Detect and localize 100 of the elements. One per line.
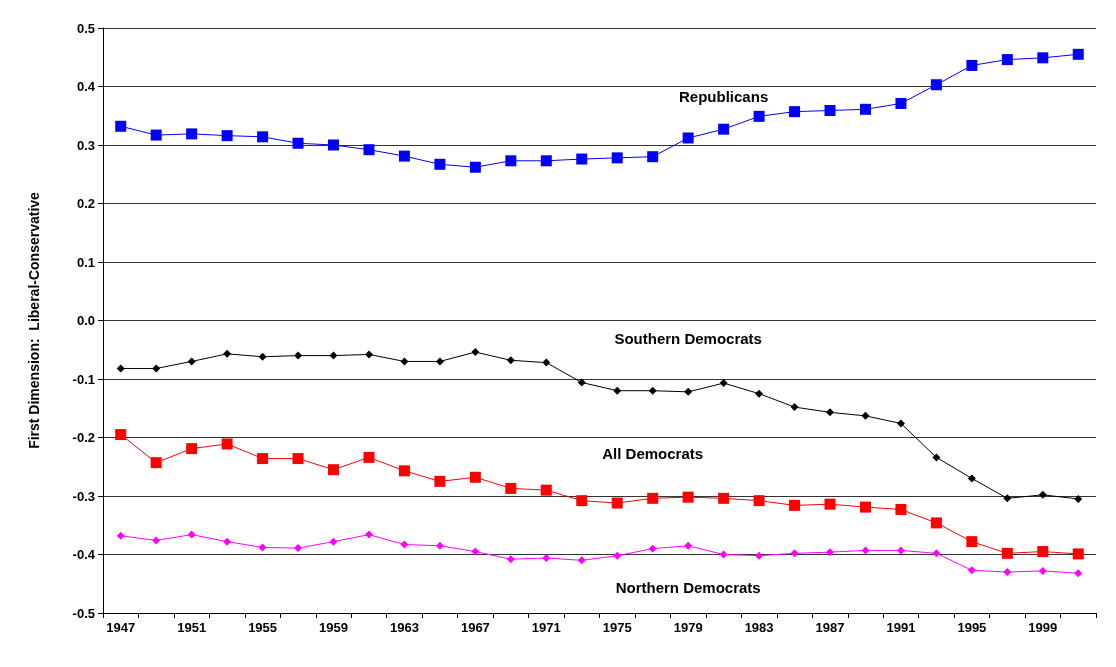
point [187,357,196,366]
x-tick-label: 1951 [177,620,207,635]
point [506,356,515,365]
y-tick-label: -0.4 [72,547,96,562]
point [363,144,375,156]
point [434,158,446,170]
point [398,150,410,162]
text: Southern Democrats [614,329,762,347]
point [150,129,162,141]
x-tick-label: 1967 [460,620,490,635]
point [647,151,659,163]
point [718,123,730,135]
point [790,403,799,412]
point [648,544,657,553]
point [506,555,515,564]
point [1038,566,1047,575]
point [257,453,269,465]
point [363,451,375,463]
point [789,106,801,118]
x-tick-label: 1979 [673,620,703,635]
point [684,387,693,396]
point [577,556,586,565]
point [400,357,409,366]
point [505,155,517,167]
y-tick-label: 0.3 [76,137,95,153]
point [932,453,941,462]
point [1072,548,1084,560]
x-tick-label: 1955 [248,620,278,635]
point [648,386,657,395]
point [152,364,161,373]
point [435,541,444,550]
point [257,131,269,143]
point [826,548,835,557]
point [150,457,162,469]
point [826,408,835,417]
point [364,350,373,359]
point [682,132,694,144]
point [1038,490,1047,499]
point [930,517,942,529]
point [719,550,728,559]
x-tick-label: 1947 [106,620,136,635]
y-tick-label: 0.5 [76,20,95,36]
point [471,547,480,556]
point [753,495,765,507]
point [932,549,941,558]
point [577,378,586,387]
point [258,352,267,361]
point [895,503,907,515]
point [1003,494,1012,503]
point [753,110,765,122]
point [328,464,340,476]
point [294,351,303,360]
point [471,348,480,357]
point [186,128,198,140]
point [611,497,623,509]
point [1074,494,1083,503]
point [930,79,942,91]
y-tick-label: -0.3 [72,488,95,504]
point [540,155,552,167]
point [329,351,338,360]
y-tick-label: -0.5 [72,605,95,621]
y-tick-label: 0.2 [76,196,95,211]
point [364,530,373,539]
point [223,537,232,546]
point [116,364,125,373]
point [435,357,444,366]
x-tick-label: 1971 [531,620,561,635]
point [755,551,764,560]
point [542,358,551,367]
point [292,453,304,465]
point [1074,569,1083,578]
point [115,429,127,441]
point [682,491,694,503]
point [1001,54,1013,66]
point [1072,48,1084,60]
point [221,130,233,142]
point [187,530,196,539]
point [647,492,659,504]
point [896,546,905,555]
point [718,492,730,504]
point [611,152,623,164]
point [790,549,799,558]
point [116,531,125,540]
y-tick-label: 0.1 [76,254,95,270]
point [824,498,836,510]
point [861,411,870,420]
x-tick-label: 1963 [389,620,419,635]
point [576,495,588,507]
point [1001,547,1013,559]
x-tick-label: 1987 [815,620,845,635]
point [329,537,338,546]
point [540,484,552,496]
point [1037,546,1049,558]
x-tick-label: 1959 [319,620,348,635]
point [861,546,870,555]
y-tick-label: -0.1 [72,371,95,387]
point [186,443,198,455]
point [967,474,976,483]
point [789,499,801,511]
point [398,465,410,477]
